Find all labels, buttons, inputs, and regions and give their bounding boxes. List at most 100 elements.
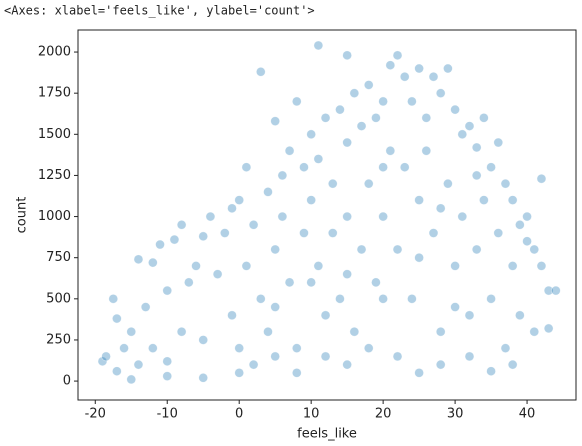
x-tick-label: -20 [85, 407, 106, 422]
point [306, 277, 316, 288]
point [212, 269, 223, 279]
point [500, 178, 511, 189]
axes-frame [77, 29, 577, 401]
y-tick-label: 2000 [38, 45, 71, 60]
point [371, 113, 381, 123]
point [184, 277, 194, 288]
x-tick-label: -10 [157, 407, 178, 422]
point [522, 211, 532, 222]
point [169, 234, 180, 245]
point [241, 162, 252, 173]
point [162, 285, 173, 296]
point [255, 66, 266, 77]
point [299, 162, 309, 173]
point [392, 351, 403, 362]
y-tick-label: 1000 [38, 209, 71, 224]
point [435, 88, 446, 98]
point [263, 187, 273, 197]
point [320, 351, 331, 362]
point [284, 277, 295, 288]
point [255, 294, 266, 304]
point [198, 335, 209, 345]
point [327, 178, 338, 189]
point [421, 145, 432, 156]
point [349, 88, 360, 98]
point [435, 326, 446, 337]
point [385, 60, 396, 71]
y-tick-label: 1750 [38, 86, 71, 101]
point [507, 359, 518, 370]
point [385, 145, 396, 156]
point [414, 252, 424, 263]
point [363, 178, 374, 189]
point [529, 326, 540, 337]
point [515, 310, 525, 321]
output-text: <Axes: xlabel='feels_like', ylabel='coun… [4, 4, 315, 18]
point [313, 40, 324, 51]
point [464, 351, 475, 362]
point [428, 71, 439, 82]
point [270, 244, 280, 255]
point [101, 351, 111, 362]
point [486, 162, 496, 173]
point [342, 50, 352, 61]
point [227, 310, 237, 321]
point [435, 359, 446, 370]
point [493, 228, 504, 238]
point [378, 96, 388, 107]
point [414, 368, 424, 378]
point [522, 236, 532, 247]
x-tick-label: 40 [519, 407, 536, 422]
point [356, 121, 367, 131]
y-tick-label: 1500 [38, 127, 71, 142]
y-tick-label: 0 [63, 374, 71, 389]
point [277, 211, 288, 222]
point [371, 277, 381, 288]
point [291, 368, 302, 378]
point [313, 154, 324, 164]
point [464, 121, 475, 131]
point [471, 244, 482, 255]
point [507, 261, 518, 271]
point [457, 211, 468, 222]
point [291, 343, 302, 353]
point [133, 359, 144, 370]
point [392, 244, 403, 255]
point [407, 96, 417, 107]
point [291, 96, 302, 107]
x-tick-label: 0 [235, 407, 243, 422]
point [378, 211, 388, 222]
point [414, 195, 424, 205]
point [378, 294, 388, 304]
point [342, 137, 352, 148]
point [263, 326, 273, 337]
point [133, 254, 144, 265]
x-tick-label: 20 [375, 407, 392, 422]
x-tick-label: 30 [447, 407, 464, 422]
point [313, 261, 324, 271]
point [155, 239, 165, 250]
point [342, 359, 352, 370]
point [428, 228, 439, 238]
point [486, 294, 496, 304]
point [363, 80, 374, 90]
point [435, 203, 446, 214]
y-tick-label: 500 [46, 291, 71, 306]
point [119, 343, 129, 353]
point [126, 326, 137, 337]
point [493, 137, 504, 148]
point [335, 294, 345, 304]
y-tick-label: 750 [46, 250, 71, 265]
x-axis-label: feels_like [297, 427, 357, 442]
point [399, 71, 410, 82]
point [342, 269, 352, 279]
point [205, 211, 216, 222]
point [443, 178, 453, 189]
point [112, 366, 122, 377]
point [515, 219, 525, 230]
y-tick-label: 250 [46, 332, 71, 347]
point [284, 145, 295, 156]
point [450, 302, 460, 312]
point [356, 244, 367, 255]
